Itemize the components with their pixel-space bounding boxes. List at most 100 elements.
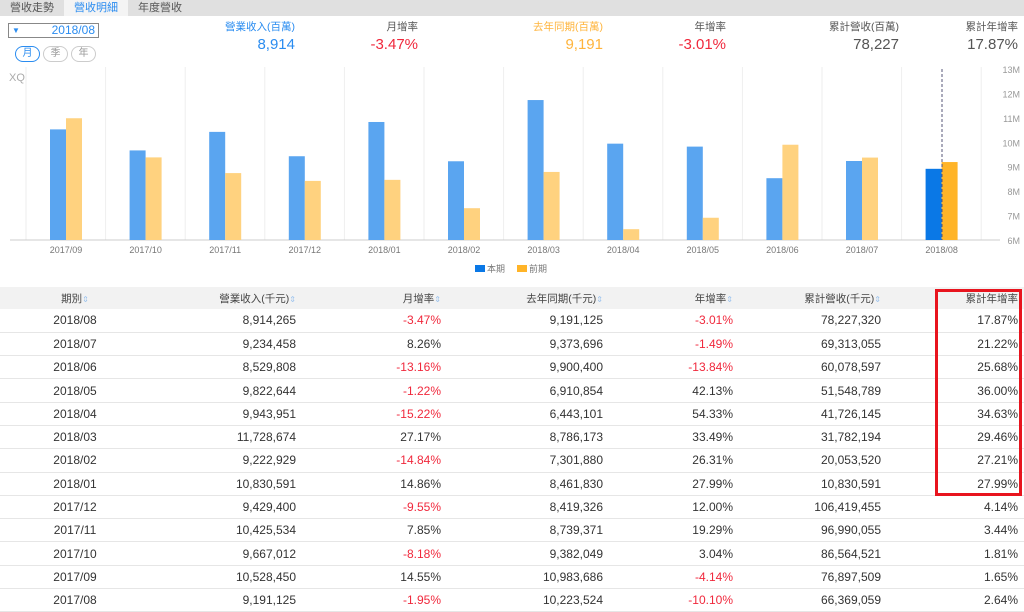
x-tick-label: 2018/05 — [687, 245, 720, 255]
summary-stat: 年增率 -3.01% — [678, 19, 726, 53]
column-header[interactable]: 去年同期(千元)⇕ — [447, 287, 609, 309]
stat-value: 9,191 — [565, 36, 603, 53]
table-cell: 7,301,880 — [447, 448, 609, 473]
table-cell: 27.17% — [302, 425, 447, 450]
table-cell: 10,830,591 — [739, 472, 887, 496]
column-header[interactable]: 年增率⇕ — [609, 287, 739, 309]
bar-previous — [225, 173, 242, 240]
table-cell: 2017/08 — [0, 588, 150, 612]
table-cell: 8,461,830 — [447, 472, 609, 496]
table-cell: 41,726,145 — [739, 402, 887, 426]
bar-current — [50, 129, 66, 240]
column-header[interactable]: 月增率⇕ — [302, 287, 447, 309]
table-cell: -4.14% — [609, 565, 739, 590]
x-tick-label: 2018/01 — [368, 245, 401, 255]
table-cell: 29.46% — [887, 425, 1024, 450]
stat-label: 年增率 — [694, 21, 727, 33]
table-cell: 86,564,521 — [739, 541, 887, 566]
stat-value: 78,227 — [853, 36, 899, 53]
sort-icon: ⇕ — [596, 294, 603, 304]
period-year-button[interactable]: 年 — [71, 46, 96, 62]
x-tick-label: 2018/08 — [925, 245, 958, 255]
table-cell: 106,419,455 — [739, 495, 887, 520]
table-cell: 8,419,326 — [447, 495, 609, 520]
table-cell: 9,191,125 — [447, 309, 609, 333]
table-cell: 8,914,265 — [150, 309, 302, 333]
table-cell: 9,382,049 — [447, 541, 609, 566]
table-cell: 2017/12 — [0, 495, 150, 520]
stat-value: 17.87% — [967, 36, 1018, 53]
sort-icon: ⇕ — [434, 294, 441, 304]
bar-previous — [702, 217, 719, 240]
sort-icon: ⇕ — [289, 294, 296, 304]
table-cell: 33.49% — [609, 425, 739, 450]
table-cell: 25.68% — [887, 355, 1024, 380]
tab-revenue-detail[interactable]: 營收明細 — [64, 0, 128, 16]
table-cell: 27.21% — [887, 448, 1024, 473]
bar-current — [846, 160, 862, 240]
bar-current — [925, 168, 942, 240]
bar-current — [448, 161, 464, 240]
table-row: 2017/09 10,528,450 14.55% 10,983,686 -4.14% 7… — [0, 565, 1024, 590]
table-cell: 51,548,789 — [739, 378, 887, 403]
column-header[interactable]: 期別⇕ — [0, 287, 150, 309]
table-cell: 9,373,696 — [447, 332, 609, 357]
column-header[interactable]: 營業收入(千元)⇕ — [150, 287, 302, 309]
tab-revenue-trend[interactable]: 營收走勢 — [10, 2, 54, 14]
column-header[interactable]: 累計營收(千元)⇕ — [739, 287, 887, 309]
table-cell: 2017/09 — [0, 565, 150, 590]
tab-annual-revenue[interactable]: 年度營收 — [138, 2, 182, 14]
legend-label: 前期 — [529, 263, 547, 274]
table-cell: 2018/01 — [0, 472, 150, 496]
table-row: 2018/07 9,234,458 8.26% 9,373,696 -1.49% 69,3… — [0, 332, 1024, 357]
table-row: 2018/06 8,529,808 -13.16% 9,900,400 -13.84% 6… — [0, 355, 1024, 380]
period-quarter-button[interactable]: 季 — [43, 46, 68, 62]
table-cell: -1.49% — [609, 332, 739, 357]
column-header[interactable]: 累計年增率 — [887, 287, 1024, 309]
table-row: 2017/12 9,429,400 -9.55% 8,419,326 12.00% 106… — [0, 495, 1024, 520]
table-row: 2017/11 10,425,534 7.85% 8,739,371 19.29% 96,… — [0, 518, 1024, 543]
table-cell: 12.00% — [609, 495, 739, 520]
table-cell: 96,990,055 — [739, 518, 887, 543]
table-cell: 6,910,854 — [447, 378, 609, 403]
table-cell: 34.63% — [887, 402, 1024, 426]
table-cell: 78,227,320 — [739, 309, 887, 333]
table-cell: -13.84% — [609, 355, 739, 380]
table-cell: 6,443,101 — [447, 402, 609, 426]
x-tick-label: 2017/12 — [289, 245, 322, 255]
stat-value: -3.47% — [370, 36, 418, 53]
header-label: 累計年增率 — [965, 292, 1019, 305]
table-cell: -3.01% — [609, 309, 739, 333]
table-cell: -3.47% — [302, 309, 447, 333]
stat-value: 8,914 — [257, 36, 295, 53]
header-label: 累計營收(千元) — [804, 292, 875, 305]
table-cell: 2.64% — [887, 588, 1024, 612]
bar-previous — [623, 229, 640, 240]
table-cell: 3.44% — [887, 518, 1024, 543]
table-cell: 10,830,591 — [150, 472, 302, 496]
table-cell: 9,234,458 — [150, 332, 302, 357]
y-tick-label: 10M — [1002, 138, 1020, 148]
bar-previous — [66, 118, 82, 240]
date-select[interactable]: ▼ 2018/08 — [8, 23, 99, 38]
table-row: 2017/10 9,667,012 -8.18% 9,382,049 3.04% 86,5… — [0, 541, 1024, 566]
table-cell: 4.14% — [887, 495, 1024, 520]
stat-label: 月增率 — [386, 21, 419, 33]
dropdown-arrow-icon: ▼ — [12, 26, 20, 35]
table-cell: 19.29% — [609, 518, 739, 543]
table-cell: -13.16% — [302, 355, 447, 380]
table-cell: 69,313,055 — [739, 332, 887, 357]
table-cell: 9,429,400 — [150, 495, 302, 520]
bar-current — [527, 100, 544, 241]
table-cell: 27.99% — [609, 472, 739, 496]
table-cell: 10,425,534 — [150, 518, 302, 543]
period-month-button[interactable]: 月 — [15, 46, 40, 62]
stat-label: 營業收入(百萬) — [225, 21, 295, 33]
header-label: 月增率 — [402, 292, 435, 305]
x-tick-label: 2018/07 — [846, 245, 879, 255]
table-row: 2017/08 9,191,125 -1.95% 10,223,524 -10.10% 6… — [0, 588, 1024, 612]
table-cell: 8,529,808 — [150, 355, 302, 380]
header-label: 去年同期(千元) — [526, 292, 597, 305]
table-cell: 2018/04 — [0, 402, 150, 426]
legend-swatch — [475, 265, 485, 272]
